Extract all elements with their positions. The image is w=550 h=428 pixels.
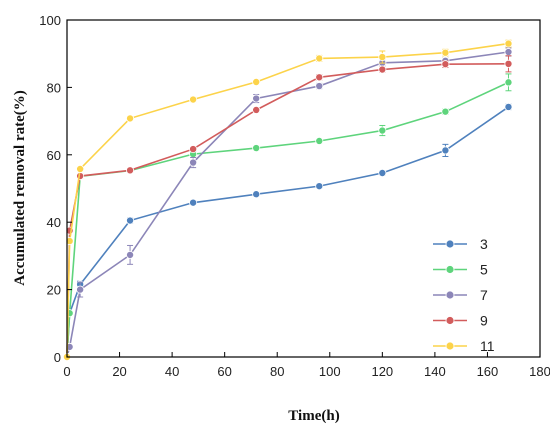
data-point — [504, 59, 513, 68]
x-tick-label: 100 — [319, 364, 341, 379]
data-point — [315, 73, 324, 82]
data-point — [65, 237, 74, 246]
data-point — [252, 105, 261, 114]
data-point — [378, 168, 387, 177]
data-point — [315, 82, 324, 91]
data-point — [315, 136, 324, 145]
y-tick-label: 60 — [47, 148, 61, 163]
legend-marker-5 — [445, 265, 455, 274]
x-tick-label: 180 — [529, 364, 550, 379]
series-11 — [63, 39, 513, 361]
data-point — [76, 164, 85, 173]
series-line-5 — [66, 81, 509, 358]
y-tick-label: 20 — [47, 283, 61, 298]
data-point — [126, 114, 135, 123]
y-tick-label: 100 — [39, 13, 61, 28]
data-point — [378, 53, 387, 62]
data-point — [252, 78, 261, 87]
data-point — [189, 198, 198, 207]
x-tick-label: 20 — [112, 364, 126, 379]
legend-label: 7 — [480, 287, 488, 303]
series-9 — [63, 55, 513, 361]
y-tick-label: 0 — [54, 350, 61, 365]
x-tick-label: 80 — [270, 364, 284, 379]
series-7 — [63, 47, 513, 361]
data-point — [126, 166, 135, 175]
data-point — [252, 190, 261, 199]
x-tick-label: 40 — [165, 364, 179, 379]
data-point — [252, 144, 261, 153]
data-point — [504, 39, 513, 48]
data-point — [315, 54, 324, 63]
legend-marker-7 — [445, 290, 455, 300]
y-axis-title: Accumulated removal rate(%) — [12, 90, 28, 286]
data-point — [441, 48, 450, 57]
x-tick-label: 0 — [63, 364, 70, 379]
data-point — [441, 107, 450, 116]
x-tick-label: 60 — [217, 364, 231, 379]
data-point — [189, 95, 198, 104]
plot-frame — [66, 19, 541, 358]
data-point — [441, 146, 450, 155]
data-point — [378, 65, 387, 74]
series-line-3 — [66, 106, 509, 358]
data-point — [315, 182, 324, 191]
legend-label: 3 — [480, 236, 488, 252]
plot-marks — [63, 39, 513, 361]
data-point — [504, 102, 513, 111]
data-point — [76, 285, 85, 294]
series-line-11 — [66, 42, 509, 358]
data-point — [504, 48, 513, 57]
legend: 3 5 7 9 11 — [433, 236, 495, 354]
x-axis-title: Time(h) — [288, 408, 339, 424]
x-tick-label: 120 — [371, 364, 393, 379]
series-line-9 — [66, 63, 509, 358]
y-tick-label: 80 — [47, 80, 61, 95]
series-3 — [63, 102, 513, 361]
data-point — [126, 250, 135, 259]
legend-marker-3 — [445, 239, 455, 249]
legend-label: 11 — [480, 338, 495, 354]
data-point — [378, 126, 387, 135]
data-point — [504, 78, 513, 87]
x-tick-label: 140 — [424, 364, 446, 379]
data-point — [126, 216, 135, 225]
legend-marker-11 — [445, 341, 455, 351]
legend-label: 9 — [480, 313, 488, 329]
series-line-7 — [66, 51, 509, 358]
legend-marker-9 — [445, 316, 455, 325]
y-tick-label: 40 — [47, 215, 61, 230]
legend-label: 5 — [480, 262, 488, 278]
x-tick-label: 160 — [477, 364, 499, 379]
data-point — [189, 158, 198, 167]
data-point — [441, 60, 450, 69]
data-point — [252, 94, 261, 103]
axes: 0 20 40 60 80 100 120 140 160 180 0 20 40 60 80 100 — [39, 13, 550, 379]
data-point — [189, 145, 198, 154]
